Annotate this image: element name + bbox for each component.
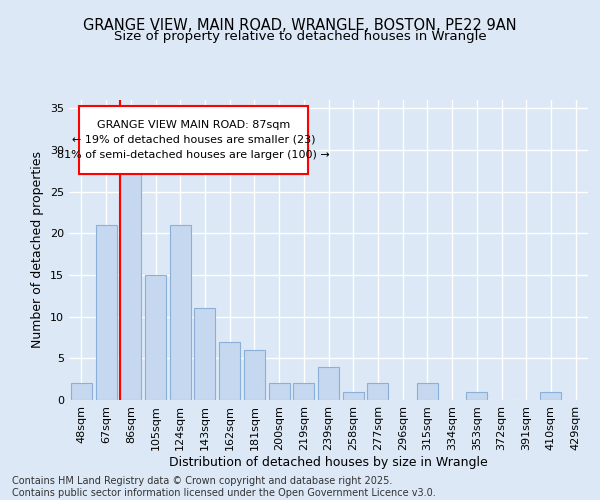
Bar — [120, 166, 141, 400]
Bar — [269, 384, 290, 400]
Bar — [541, 392, 562, 400]
FancyBboxPatch shape — [79, 106, 308, 174]
Text: GRANGE VIEW MAIN ROAD: 87sqm
← 19% of detached houses are smaller (23)
81% of se: GRANGE VIEW MAIN ROAD: 87sqm ← 19% of de… — [57, 120, 330, 160]
Bar — [367, 384, 388, 400]
Bar — [244, 350, 265, 400]
Bar — [219, 342, 240, 400]
Bar — [71, 384, 92, 400]
Bar — [95, 225, 116, 400]
Bar — [466, 392, 487, 400]
Bar — [145, 275, 166, 400]
Bar — [170, 225, 191, 400]
Bar — [343, 392, 364, 400]
Bar — [318, 366, 339, 400]
Bar — [417, 384, 438, 400]
Text: Contains HM Land Registry data © Crown copyright and database right 2025.
Contai: Contains HM Land Registry data © Crown c… — [12, 476, 436, 498]
Bar — [293, 384, 314, 400]
Text: Size of property relative to detached houses in Wrangle: Size of property relative to detached ho… — [113, 30, 487, 43]
Y-axis label: Number of detached properties: Number of detached properties — [31, 152, 44, 348]
Bar — [194, 308, 215, 400]
Text: GRANGE VIEW, MAIN ROAD, WRANGLE, BOSTON, PE22 9AN: GRANGE VIEW, MAIN ROAD, WRANGLE, BOSTON,… — [83, 18, 517, 32]
X-axis label: Distribution of detached houses by size in Wrangle: Distribution of detached houses by size … — [169, 456, 488, 468]
